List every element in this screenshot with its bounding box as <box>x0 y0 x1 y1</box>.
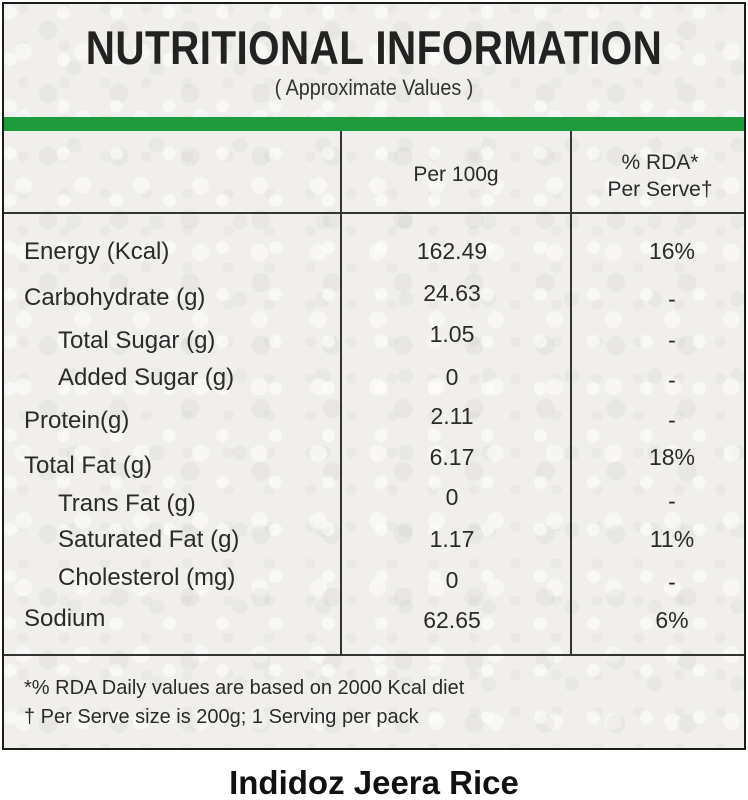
row-total-sugar-rda: - <box>668 327 676 353</box>
row-trans-fat-rda: - <box>668 488 676 514</box>
row-energy-per-100g: 162.49 <box>416 238 488 264</box>
product-name: Indidoz Jeera Rice <box>229 764 519 800</box>
row-energy-rda: 16% <box>648 238 696 264</box>
column-divider-2 <box>570 131 572 654</box>
column-header-per-100g: Per 100g <box>413 163 499 186</box>
label-subtitle: ( Approximate Values ) <box>274 75 474 100</box>
label-title: NUTRITIONAL INFORMATION <box>85 21 663 74</box>
row-saturated-fat-rda: 11% <box>649 526 695 552</box>
row-saturated-fat-per-100g: 1.17 <box>429 526 475 552</box>
column-divider-1 <box>340 131 342 654</box>
row-added-sugar-name: Added Sugar (g) <box>58 364 235 391</box>
row-total-fat-name: Total Fat (g) <box>24 452 153 479</box>
row-protein-per-100g: 2.11 <box>430 403 474 429</box>
row-total-fat-rda: 18% <box>648 444 696 470</box>
row-sodium-per-100g: 62.65 <box>423 607 481 633</box>
row-carbohydrate-rda: - <box>668 286 676 312</box>
footnote-rda: *% RDA Daily values are based on 2000 Kc… <box>24 677 465 699</box>
footer-divider <box>4 654 744 656</box>
row-cholesterol-rda: - <box>668 569 676 595</box>
row-carbohydrate-name: Carbohydrate (g) <box>24 284 206 311</box>
row-total-fat-per-100g: 6.17 <box>429 444 475 470</box>
row-saturated-fat-name: Saturated Fat (g) <box>58 526 240 553</box>
row-sodium-rda: 6% <box>655 607 689 633</box>
column-header-rda-line2: Per Serve† <box>607 178 713 201</box>
row-cholesterol-per-100g: 0 <box>445 567 459 593</box>
row-added-sugar-rda: - <box>668 367 676 393</box>
row-energy-name: Energy (Kcal) <box>24 238 170 265</box>
row-cholesterol-name: Cholesterol (mg) <box>58 564 236 591</box>
row-total-sugar-per-100g: 1.05 <box>429 321 475 347</box>
accent-bar <box>4 117 744 131</box>
row-protein-rda: - <box>668 407 676 433</box>
footnote-serve-size: † Per Serve size is 200g; 1 Serving per … <box>24 706 419 728</box>
row-sodium-name: Sodium <box>24 605 106 632</box>
column-header-rda-line1: % RDA* <box>621 151 699 174</box>
nutrition-label: NUTRITIONAL INFORMATION ( Approximate Va… <box>2 2 746 750</box>
row-carbohydrate-per-100g: 24.63 <box>423 280 481 306</box>
row-trans-fat-name: Trans Fat (g) <box>58 490 196 517</box>
row-trans-fat-per-100g: 0 <box>445 484 459 510</box>
row-total-sugar-name: Total Sugar (g) <box>58 327 216 354</box>
row-added-sugar-per-100g: 0 <box>445 364 459 390</box>
column-header-rda: % RDA* Per Serve† <box>572 149 748 203</box>
header-divider <box>4 212 744 214</box>
row-protein-name: Protein(g) <box>24 407 130 434</box>
